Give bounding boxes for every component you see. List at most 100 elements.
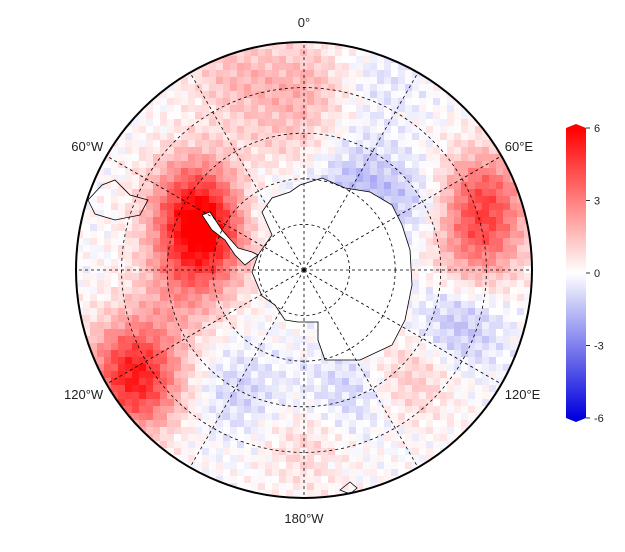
field-cell bbox=[447, 273, 455, 281]
field-cell bbox=[139, 385, 147, 393]
field-cell bbox=[146, 273, 154, 281]
field-cell bbox=[475, 259, 483, 267]
field-cell bbox=[384, 462, 392, 470]
field-cell bbox=[251, 168, 259, 176]
field-cell bbox=[202, 112, 210, 120]
field-cell bbox=[195, 196, 203, 204]
field-cell bbox=[510, 182, 518, 190]
field-cell bbox=[377, 133, 385, 141]
field-cell bbox=[349, 392, 357, 400]
field-cell bbox=[237, 77, 245, 85]
field-cell bbox=[433, 350, 441, 358]
field-cell bbox=[139, 392, 147, 400]
field-cell bbox=[489, 329, 497, 337]
field-cell bbox=[447, 448, 455, 456]
field-cell bbox=[468, 168, 476, 176]
field-cell bbox=[174, 336, 182, 344]
field-cell bbox=[139, 154, 147, 162]
field-cell bbox=[419, 350, 427, 358]
field-cell bbox=[440, 126, 448, 134]
field-cell bbox=[342, 392, 350, 400]
field-cell bbox=[398, 154, 406, 162]
field-cell bbox=[286, 392, 294, 400]
field-cell bbox=[314, 462, 322, 470]
field-cell bbox=[475, 273, 483, 281]
field-cell bbox=[405, 406, 413, 414]
field-cell bbox=[468, 217, 476, 225]
field-cell bbox=[496, 259, 504, 267]
field-cell bbox=[489, 210, 497, 218]
field-cell bbox=[412, 238, 420, 246]
field-cell bbox=[286, 371, 294, 379]
field-cell bbox=[237, 476, 245, 484]
field-cell bbox=[244, 406, 252, 414]
field-cell bbox=[195, 385, 203, 393]
field-cell bbox=[209, 245, 217, 253]
field-cell bbox=[195, 217, 203, 225]
field-cell bbox=[230, 322, 238, 330]
field-cell bbox=[405, 161, 413, 169]
field-cell bbox=[391, 182, 399, 190]
field-cell bbox=[209, 175, 217, 183]
field-cell bbox=[447, 434, 455, 442]
field-cell bbox=[531, 294, 532, 302]
field-cell bbox=[468, 308, 476, 316]
field-cell bbox=[216, 154, 224, 162]
field-cell bbox=[181, 105, 189, 113]
field-cell bbox=[426, 280, 434, 288]
map-boundary bbox=[75, 41, 533, 499]
field-cell bbox=[377, 189, 385, 197]
field-cell bbox=[97, 231, 105, 239]
field-cell bbox=[146, 280, 154, 288]
field-cell bbox=[181, 224, 189, 232]
field-cell bbox=[188, 98, 196, 106]
field-cell bbox=[468, 385, 476, 393]
field-cell bbox=[237, 427, 245, 435]
field-cell bbox=[279, 154, 287, 162]
field-cell bbox=[503, 364, 511, 372]
field-cell bbox=[419, 259, 427, 267]
field-cell bbox=[321, 42, 329, 50]
field-cell bbox=[454, 322, 462, 330]
field-cell bbox=[237, 119, 245, 127]
field-cell bbox=[405, 322, 413, 330]
field-cell bbox=[146, 105, 154, 113]
field-cell bbox=[412, 245, 420, 253]
field-cell bbox=[328, 378, 336, 386]
field-cell bbox=[251, 182, 259, 190]
field-cell bbox=[419, 210, 427, 218]
field-cell bbox=[139, 350, 147, 358]
field-cell bbox=[398, 378, 406, 386]
field-cell bbox=[286, 91, 294, 99]
field-cell bbox=[272, 105, 280, 113]
field-cell bbox=[230, 189, 238, 197]
field-cell bbox=[167, 434, 175, 442]
field-cell bbox=[475, 294, 483, 302]
field-cell bbox=[251, 287, 259, 295]
field-cell bbox=[202, 434, 210, 442]
field-cell bbox=[272, 70, 280, 78]
field-cell bbox=[230, 84, 238, 92]
field-cell bbox=[118, 315, 126, 323]
field-cell bbox=[405, 357, 413, 365]
field-cell bbox=[76, 252, 84, 260]
field-cell bbox=[132, 371, 140, 379]
field-cell bbox=[125, 371, 133, 379]
field-cell bbox=[251, 77, 259, 85]
field-cell bbox=[181, 322, 189, 330]
field-cell bbox=[195, 301, 203, 309]
field-cell bbox=[216, 329, 224, 337]
field-cell bbox=[153, 434, 161, 442]
field-cell bbox=[216, 238, 224, 246]
field-cell bbox=[510, 217, 518, 225]
field-cell bbox=[363, 420, 371, 428]
field-cell bbox=[216, 322, 224, 330]
field-cell bbox=[188, 84, 196, 92]
field-cell bbox=[132, 308, 140, 316]
field-cell bbox=[370, 112, 378, 120]
field-cell bbox=[174, 462, 182, 470]
field-cell bbox=[209, 63, 217, 71]
field-cell bbox=[468, 371, 476, 379]
field-cell bbox=[307, 126, 315, 134]
field-cell bbox=[244, 224, 252, 232]
